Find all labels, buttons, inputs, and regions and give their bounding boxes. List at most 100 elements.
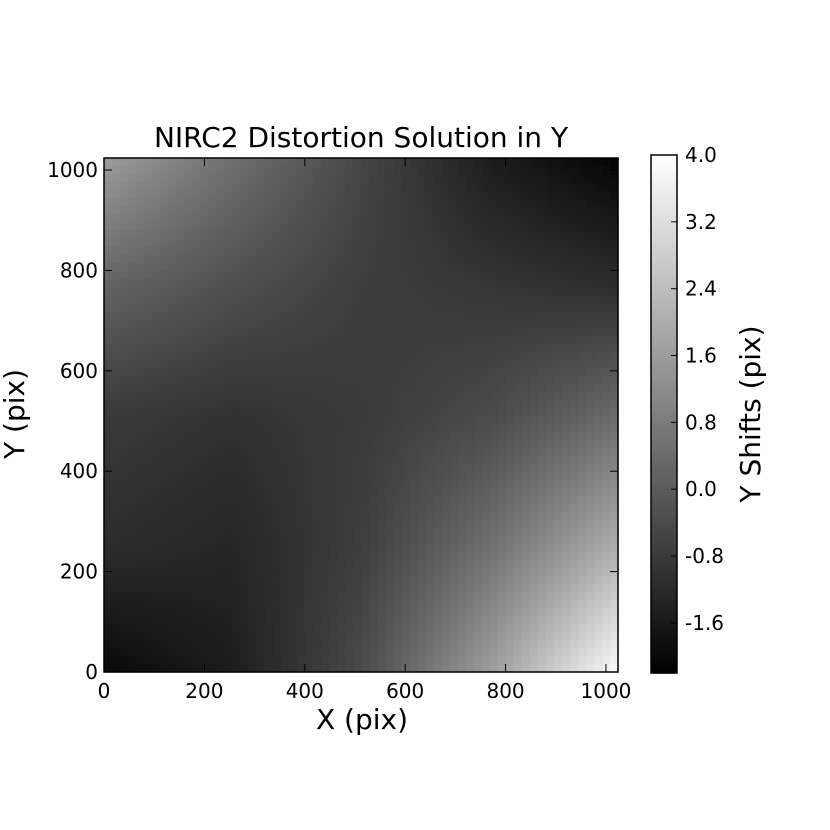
heatmap-cell xyxy=(537,374,547,384)
heatmap-cell xyxy=(152,559,161,569)
heatmap-cell xyxy=(168,447,177,456)
heatmap-cell xyxy=(609,559,619,569)
heatmap-cell xyxy=(168,302,177,312)
heatmap-cell xyxy=(208,286,218,296)
heatmap-cell xyxy=(449,639,458,649)
heatmap-cell xyxy=(369,326,378,336)
heatmap-cell xyxy=(144,358,153,368)
heatmap-cell xyxy=(433,310,442,320)
heatmap-cell xyxy=(601,575,611,585)
heatmap-cell xyxy=(112,262,121,272)
heatmap-cell xyxy=(505,342,515,352)
heatmap-cell xyxy=(489,607,499,617)
heatmap-cell xyxy=(248,495,258,504)
heatmap-cell xyxy=(577,543,587,553)
heatmap-cell xyxy=(112,374,121,384)
heatmap-cell xyxy=(385,599,394,609)
heatmap-cell xyxy=(433,278,442,288)
heatmap-cell xyxy=(112,166,121,175)
heatmap-cell xyxy=(369,623,378,633)
heatmap-cell xyxy=(136,439,145,448)
heatmap-cell xyxy=(545,543,555,553)
heatmap-cell xyxy=(569,431,579,440)
heatmap-cell xyxy=(288,439,298,448)
heatmap-cell xyxy=(104,206,113,215)
heatmap-cell xyxy=(521,398,531,408)
heatmap-cell xyxy=(569,318,579,328)
heatmap-cell xyxy=(328,447,338,456)
heatmap-cell xyxy=(473,318,483,328)
heatmap-cell xyxy=(120,286,129,296)
heatmap-cell xyxy=(521,551,531,561)
heatmap-cell xyxy=(545,158,555,167)
heatmap-cell xyxy=(545,503,555,512)
heatmap-cell xyxy=(120,519,129,529)
heatmap-cell xyxy=(312,647,322,657)
heatmap-cell xyxy=(128,559,137,569)
heatmap-cell xyxy=(545,382,555,392)
heatmap-cell xyxy=(176,495,185,504)
heatmap-cell xyxy=(128,415,137,424)
heatmap-cell xyxy=(465,206,475,215)
heatmap-cell xyxy=(361,222,370,231)
heatmap-cell xyxy=(601,342,611,352)
heatmap-cell xyxy=(377,206,386,215)
heatmap-cell xyxy=(144,342,153,352)
heatmap-cell xyxy=(304,559,314,569)
heatmap-cell xyxy=(601,270,611,280)
heatmap-cell xyxy=(152,342,161,352)
heatmap-cell xyxy=(497,230,507,239)
heatmap-cell xyxy=(433,607,442,617)
heatmap-cell xyxy=(473,206,483,215)
heatmap-cell xyxy=(232,374,242,384)
heatmap-cell xyxy=(160,431,169,440)
heatmap-cell xyxy=(104,543,113,553)
heatmap-cell xyxy=(377,503,386,512)
heatmap-cell xyxy=(304,326,314,336)
heatmap-cell xyxy=(553,463,563,472)
heatmap-cell xyxy=(521,415,531,424)
heatmap-cell xyxy=(280,551,290,561)
heatmap-cell xyxy=(361,663,370,673)
heatmap-cell xyxy=(184,382,193,392)
heatmap-cell xyxy=(433,302,442,312)
heatmap-cell xyxy=(296,214,306,223)
heatmap-cell xyxy=(216,198,226,207)
heatmap-cell xyxy=(176,487,185,496)
heatmap-cell xyxy=(200,471,210,480)
heatmap-cell xyxy=(401,190,410,199)
heatmap-cell xyxy=(136,214,145,223)
heatmap-cell xyxy=(216,511,226,521)
heatmap-cell xyxy=(417,631,426,641)
heatmap-cell xyxy=(296,455,306,464)
heatmap-cell xyxy=(529,166,539,175)
heatmap-cell xyxy=(352,479,362,488)
heatmap-cell xyxy=(192,286,201,296)
heatmap-cell xyxy=(280,455,290,464)
heatmap-cell xyxy=(465,503,475,512)
heatmap-cell xyxy=(401,607,410,617)
heatmap-cell xyxy=(465,567,475,577)
heatmap-cell xyxy=(489,198,499,207)
heatmap-cell xyxy=(184,415,193,424)
heatmap-cell xyxy=(240,415,250,424)
heatmap-cell xyxy=(513,471,523,480)
heatmap-cell xyxy=(569,503,579,512)
heatmap-cell xyxy=(481,543,491,553)
heatmap-cell xyxy=(104,230,113,239)
heatmap-cell xyxy=(433,431,442,440)
heatmap-cell xyxy=(192,262,201,272)
heatmap-cell xyxy=(569,663,579,673)
heatmap-cell xyxy=(272,254,282,264)
heatmap-cell xyxy=(481,487,491,496)
heatmap-cell xyxy=(569,471,579,480)
heatmap-cell xyxy=(336,495,346,504)
heatmap-cell xyxy=(441,366,450,376)
heatmap-cell xyxy=(481,575,491,585)
heatmap-cell xyxy=(248,559,258,569)
colorbar-segment xyxy=(651,444,677,450)
heatmap-cell xyxy=(136,262,145,272)
heatmap-cell xyxy=(553,214,563,223)
heatmap-cell xyxy=(497,487,507,496)
heatmap-cell xyxy=(296,503,306,512)
